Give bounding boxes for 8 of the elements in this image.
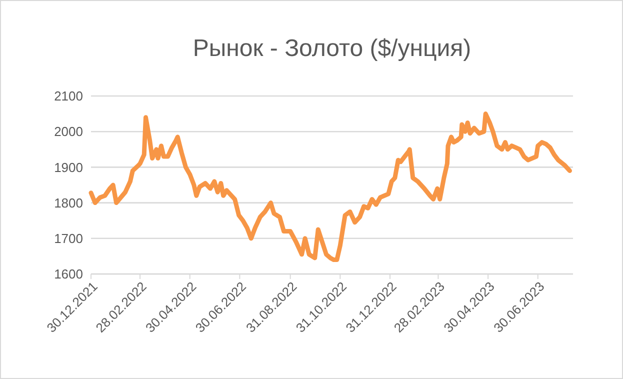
y-tick-label: 1700 (54, 230, 83, 246)
line-series (88, 112, 572, 262)
y-tick-label: 2100 (54, 88, 83, 104)
y-tick-label: 1600 (54, 266, 83, 282)
y-tick-label: 1900 (54, 160, 83, 175)
y-tick-label: 1800 (54, 195, 83, 210)
y-tick-label: 2000 (54, 124, 83, 140)
chart-title: Рынок - Золото ($/унция) (192, 35, 472, 62)
